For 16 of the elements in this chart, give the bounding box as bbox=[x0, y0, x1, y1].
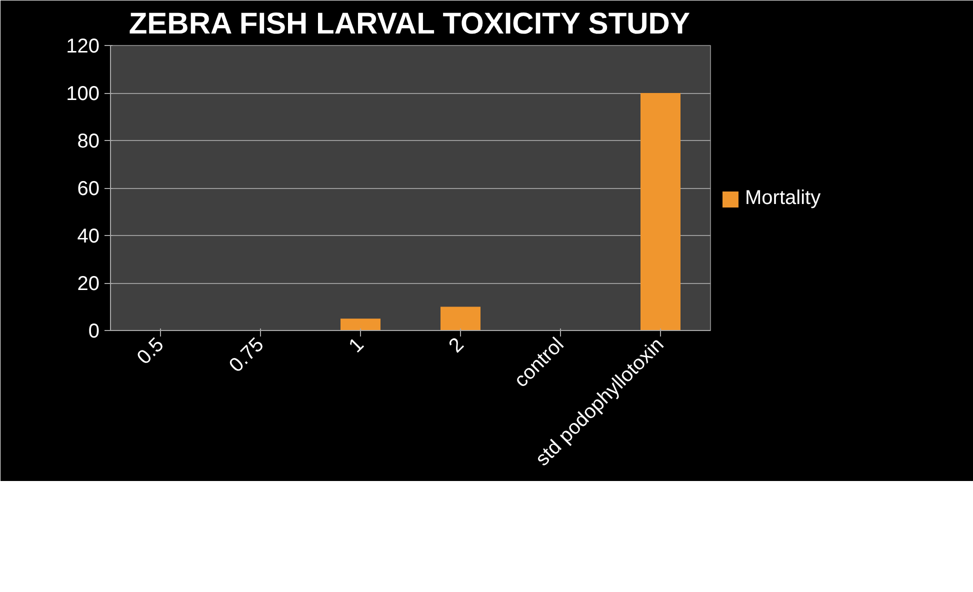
bar bbox=[340, 318, 380, 330]
bar bbox=[640, 93, 680, 330]
x-tick-label: 0.5 bbox=[133, 334, 168, 369]
y-tick-label: 40 bbox=[77, 226, 100, 248]
y-tick-label: 60 bbox=[77, 178, 100, 200]
y-tick-label: 20 bbox=[77, 273, 100, 295]
x-tick-label: 2 bbox=[444, 334, 468, 358]
y-tick-label: 0 bbox=[88, 320, 100, 342]
legend-label: Mortality bbox=[745, 187, 821, 210]
x-tick-label: 1 bbox=[344, 334, 368, 358]
x-tick-label: 0.75 bbox=[225, 334, 268, 377]
chart-title: ZEBRA FISH LARVAL TOXICITY STUDY bbox=[128, 8, 690, 40]
y-tick-label: 100 bbox=[66, 83, 100, 105]
y-tick-label: 120 bbox=[66, 36, 100, 58]
y-tick-label: 80 bbox=[77, 130, 100, 152]
bar bbox=[440, 306, 480, 330]
